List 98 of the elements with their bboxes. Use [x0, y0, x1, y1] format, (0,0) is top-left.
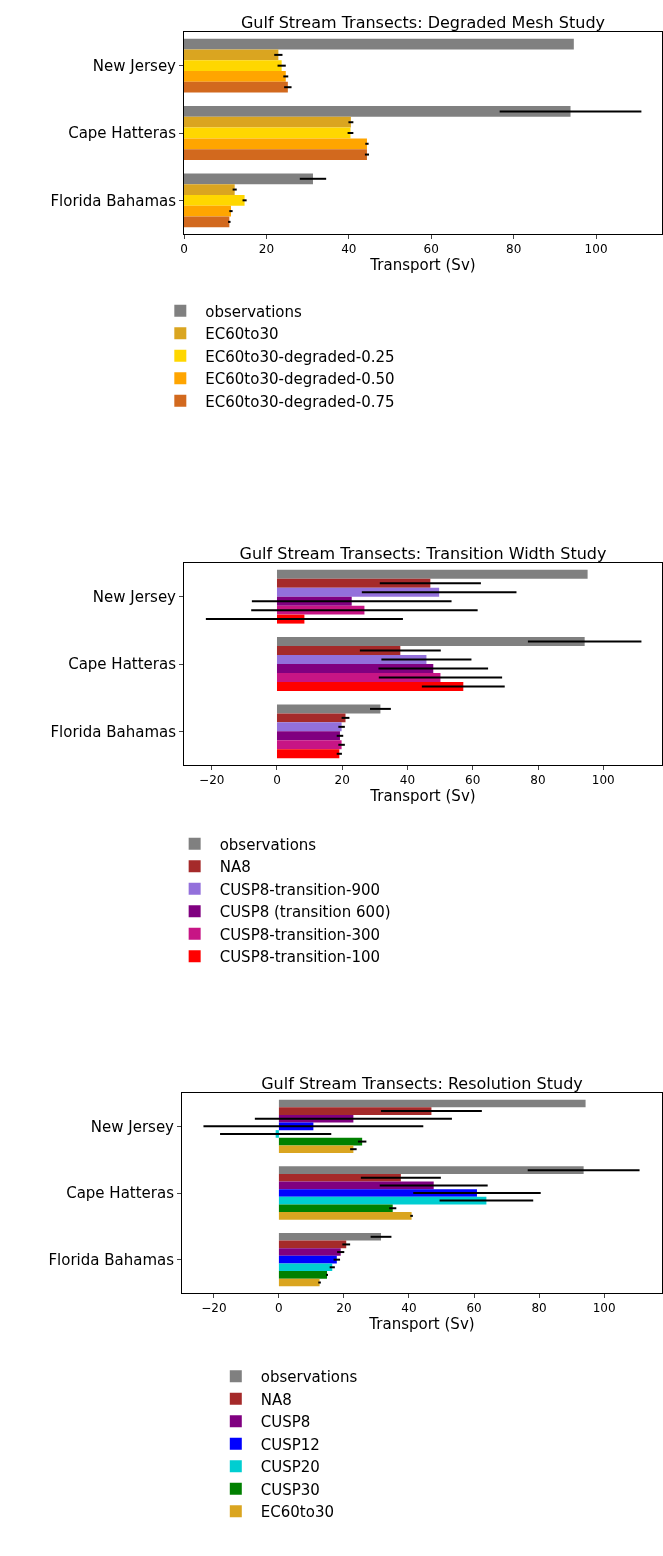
bar: [184, 71, 286, 82]
bar: [276, 578, 431, 588]
chart-title: Gulf Stream Transects: Degraded Mesh Study: [240, 13, 606, 32]
bar: [276, 569, 588, 579]
bar: [184, 216, 230, 228]
x-tick-label: −20: [199, 773, 225, 788]
bar: [184, 138, 367, 150]
bar: [184, 38, 574, 50]
x-axis-title: Transport (Sv): [368, 1315, 475, 1334]
legend-label: CUSP20: [260, 1458, 320, 1477]
x-axis-title: Transport (Sv): [369, 256, 476, 275]
x-tick-label: 20: [334, 773, 350, 788]
y-tick-label: New Jersey: [92, 587, 177, 606]
legend-label: EC60to30: [205, 325, 279, 344]
legend-label: observations: [219, 835, 317, 854]
y-tick-label: Cape Hatteras: [68, 655, 177, 674]
bar: [184, 184, 235, 195]
legend-label: EC60to30-degraded-0.25: [205, 347, 395, 366]
legend-label: CUSP8-transition-100: [219, 948, 381, 967]
bar: [184, 116, 351, 128]
bar: [184, 205, 231, 217]
bar: [278, 1145, 354, 1153]
bar: [184, 106, 571, 117]
bar: [278, 1248, 341, 1256]
legend-label: NA8: [219, 858, 251, 877]
x-tick-label: 60: [466, 1301, 482, 1316]
chart-title: Gulf Stream Transects: Resolution Study: [261, 1074, 583, 1093]
x-tick-label: 0: [273, 773, 281, 788]
legend-label: CUSP8 (transition 600): [219, 903, 391, 922]
x-tick-label: 40: [399, 773, 416, 788]
bar: [276, 681, 464, 691]
y-tick-label: Florida Bahamas: [48, 1250, 175, 1269]
bar: [278, 1099, 586, 1108]
x-tick-label: 40: [341, 242, 357, 257]
x-tick-label: 100: [592, 1301, 616, 1316]
bar: [276, 655, 427, 664]
x-tick-label: 80: [530, 773, 546, 788]
bar: [276, 664, 434, 673]
legend-label: EC60to30-degraded-0.50: [205, 370, 395, 389]
bar: [184, 127, 351, 139]
y-tick-label: Florida Bahamas: [50, 191, 177, 210]
x-tick-label: −20: [201, 1301, 227, 1316]
x-tick-label: 20: [336, 1301, 352, 1316]
bar: [278, 1166, 584, 1174]
x-tick-label: 100: [584, 242, 608, 257]
bar: [184, 81, 288, 93]
x-tick-label: 100: [591, 773, 615, 788]
bar: [184, 194, 245, 206]
legend-label: EC60to30: [260, 1503, 334, 1522]
bar: [276, 704, 381, 714]
legend-label: EC60to30-degraded-0.75: [205, 392, 395, 411]
x-tick-label: 20: [258, 242, 275, 257]
bar: [276, 722, 342, 732]
bar: [278, 1255, 337, 1264]
y-tick-label: Cape Hatteras: [68, 124, 177, 143]
bar: [276, 637, 585, 647]
legend-label: CUSP8: [260, 1413, 311, 1432]
bar: [278, 1173, 401, 1182]
y-tick-label: Cape Hatteras: [66, 1184, 175, 1203]
bar: [278, 1233, 382, 1241]
bar: [278, 1271, 328, 1279]
bar: [278, 1204, 393, 1213]
x-tick-label: 40: [401, 1301, 417, 1316]
legend-label: NA8: [260, 1390, 292, 1409]
x-tick-label: 60: [423, 242, 439, 257]
legend-label: CUSP12: [260, 1435, 320, 1454]
bar: [278, 1263, 333, 1272]
x-tick-label: 0: [180, 242, 188, 257]
bar: [276, 731, 340, 741]
bar: [278, 1240, 347, 1249]
bar: [278, 1189, 477, 1197]
x-axis-title: Transport (Sv): [369, 787, 476, 806]
legend-label: CUSP8-transition-900: [219, 880, 381, 899]
x-tick-label: 60: [465, 773, 481, 788]
y-tick-label: New Jersey: [90, 1117, 175, 1136]
y-tick-label: Florida Bahamas: [50, 722, 177, 741]
x-tick-label: 0: [275, 1301, 283, 1316]
bar: [278, 1278, 320, 1287]
y-tick-label: New Jersey: [92, 56, 177, 75]
bar: [278, 1212, 412, 1220]
bar: [278, 1107, 432, 1115]
bar: [278, 1137, 363, 1146]
bar: [184, 149, 367, 160]
bar: [276, 713, 346, 723]
legend-label: CUSP8-transition-300: [219, 925, 381, 944]
x-tick-label: 80: [531, 1301, 547, 1316]
bar: [276, 672, 441, 682]
bar: [276, 740, 342, 750]
legend-label: CUSP30: [260, 1480, 320, 1499]
bar: [276, 646, 401, 656]
bar: [184, 173, 313, 185]
chart-title: Gulf Stream Transects: Transition Width Study: [239, 544, 607, 563]
bar: [276, 749, 340, 759]
legend-label: observations: [205, 302, 303, 321]
legend-label: observations: [260, 1368, 358, 1387]
x-tick-label: 80: [506, 242, 522, 257]
bar: [184, 49, 279, 61]
bar: [184, 60, 282, 72]
